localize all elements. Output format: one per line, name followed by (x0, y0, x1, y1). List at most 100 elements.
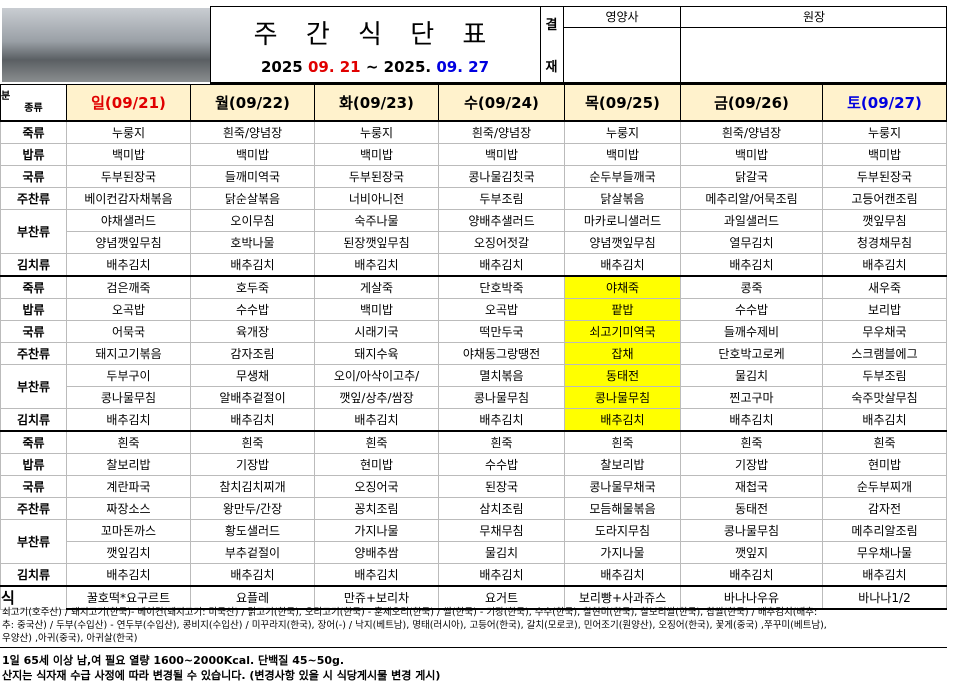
menu-item: 배추김치 (822, 408, 947, 432)
photo (2, 8, 210, 82)
menu-row: 죽류 검은깨죽 호두죽 게살죽 단호박죽 야채죽 콩죽 새우죽 (0, 275, 947, 299)
menu-item: 누룽지 (66, 120, 191, 144)
menu-item: 배추김치 (564, 408, 681, 432)
snack-item: 보리빵+사과쥬스 (564, 585, 681, 610)
menu-item: 모듬해물볶음 (564, 497, 681, 520)
menu-item: 누룽지 (822, 120, 947, 144)
menu-item: 닭살볶음 (564, 187, 681, 210)
menu-row: 깻잎김치 부추겉절이 양배추쌈 물김치 가지나물 깻잎지 무우채나물 (1, 541, 947, 564)
menu-row: 김치류 배추김치 배추김치 배추김치 배추김치 배추김치 배추김치 배추김치 (0, 563, 947, 587)
approval-role: 원장 (680, 6, 947, 28)
menu-table: 분 종류 일(09/21) 월(09/22) 화(09/23) 수(09/24) 목(09/… (0, 84, 947, 610)
menu-item: 배추김치 (314, 408, 439, 432)
menu-item: 배추김치 (680, 408, 823, 432)
day-header: 화(09/23) (314, 84, 439, 122)
menu-item: 백미밥 (564, 143, 681, 166)
menu-item: 두부조림 (822, 364, 947, 387)
menu-item: 배추김치 (66, 563, 191, 587)
menu-item: 깻잎무침 (822, 209, 947, 232)
day-header: 수(09/24) (438, 84, 565, 122)
menu-item: 닭순살볶음 (190, 187, 315, 210)
menu-item: 참치김치찌개 (190, 475, 315, 498)
menu-item: 동태전 (680, 497, 823, 520)
note-line: 1일 65세 이상 남,여 필요 열량 1600~2000Kcal. 단백질 4… (2, 654, 345, 667)
category: 주찬류 (0, 187, 67, 210)
menu-item: 감자전 (822, 497, 947, 520)
date: 2025 09. 21 ~ 2025. 09. 27 (210, 58, 540, 76)
menu-item: 야채샐러드 (66, 209, 191, 232)
menu-item: 무우채국 (822, 320, 947, 343)
approval-role: 영양사 (563, 6, 680, 28)
menu-item: 현미밥 (314, 453, 439, 476)
menu-item: 배추김치 (438, 253, 565, 277)
menu-row: 부찬류 야채샐러드 오이무침 숙주나물 양배추샐러드 마카로니샐러드 과일샐러드 깻잎무침 (0, 209, 947, 254)
menu-item: 찰보리밥 (66, 453, 191, 476)
category: 국류 (0, 165, 67, 188)
date-part: 2025 (260, 58, 303, 76)
menu-item: 흰죽/양념장 (190, 120, 315, 144)
menu-item: 수수밥 (438, 453, 565, 476)
menu-item: 닭갈국 (680, 165, 823, 188)
menu-item: 누룽지 (314, 120, 439, 144)
menu-row: 죽류 흰죽 흰죽 흰죽 흰죽 흰죽 흰죽 흰죽 (0, 430, 947, 454)
category: 죽류 (0, 120, 67, 144)
day-header: 월(09/22) (190, 84, 315, 122)
day-header: 목(09/25) (564, 84, 681, 122)
menu-item: 흰죽/양념장 (680, 120, 823, 144)
menu-item: 백미밥 (314, 298, 439, 321)
menu-item: 돼지수육 (314, 342, 439, 365)
menu-item: 떡만두국 (438, 320, 565, 343)
category: 김치류 (0, 408, 67, 432)
menu-item: 쇠고기미역국 (564, 320, 681, 343)
menu-item: 잡채 (564, 342, 681, 365)
snack-item: 꿀호떡*요구르트 (66, 585, 191, 610)
menu-item: 콩나물무침 (680, 519, 823, 542)
menu-item: 숙주나물 (314, 209, 439, 232)
menu-item: 오이무침 (190, 209, 315, 232)
snack-row: 식 꿀호떡*요구르트 요플레 만쥬+보리차 요거트 보리빵+사과쥬스 바나나우유 바나나1/2 (0, 585, 947, 610)
menu-item: 백미밥 (822, 143, 947, 166)
menu-item: 흰죽 (680, 430, 823, 454)
menu-item: 배추김치 (66, 408, 191, 432)
day-header: 토(09/27) (822, 84, 947, 122)
menu-item: 들깨수제비 (680, 320, 823, 343)
category: 부찬류 (0, 209, 67, 254)
menu-item: 돼지고기볶음 (66, 342, 191, 365)
menu-item: 재첩국 (680, 475, 823, 498)
menu-item: 오징어국 (314, 475, 439, 498)
menu-item: 콩나물무침 (66, 386, 191, 409)
menu-row: 국류 두부된장국 들깨미역국 두부된장국 콩나물김칫국 순두부들깨국 닭갈국 두부된장국 (0, 165, 947, 188)
menu-item: 베이컨감자채볶음 (66, 187, 191, 210)
menu-item: 호두죽 (190, 275, 315, 299)
origin-line: 우양산) ,아귀(중국), 아귀살(한국) (2, 633, 138, 644)
menu-row: 김치류 배추김치 배추김치 배추김치 배추김치 배추김치 배추김치 배추김치 (0, 408, 947, 432)
category: 죽류 (0, 430, 67, 454)
menu-item: 콩나물무침 (564, 386, 681, 409)
menu-item: 멸치볶음 (438, 364, 565, 387)
menu-item: 삼치조림 (438, 497, 565, 520)
title: 주 간 식 단 표 (253, 20, 497, 50)
menu-item: 알배추겉절이 (190, 386, 315, 409)
menu-item: 검은깨죽 (66, 275, 191, 299)
menu-item: 수수밥 (190, 298, 315, 321)
sign-box (680, 28, 947, 84)
menu-item: 콩나물김칫국 (438, 165, 565, 188)
menu-item: 오이/아삭이고추/ (314, 364, 439, 387)
menu-item: 왕만두/간장 (190, 497, 315, 520)
menu-item: 배추김치 (314, 563, 439, 587)
menu-item: 어묵국 (66, 320, 191, 343)
menu-item: 콩나물무채국 (564, 475, 681, 498)
approval-box (540, 6, 948, 84)
menu-item: 백미밥 (680, 143, 823, 166)
menu-item: 찰보리밥 (564, 453, 681, 476)
menu-item: 황도샐러드 (190, 519, 315, 542)
category: 주찬류 (0, 342, 67, 365)
category: 김치류 (0, 253, 67, 277)
menu-row: 죽류 누룽지 흰죽/양념장 누룽지 흰죽/양념장 누룽지 흰죽/양념장 누룽지 (0, 120, 947, 144)
menu-item: 배추김치 (314, 253, 439, 277)
divider (0, 647, 947, 648)
menu-item: 흰죽 (66, 430, 191, 454)
menu-row: 국류 어묵국 육개장 시래기국 떡만두국 쇠고기미역국 들깨수제비 무우채국 (0, 320, 947, 343)
menu-item: 배추김치 (680, 563, 823, 587)
